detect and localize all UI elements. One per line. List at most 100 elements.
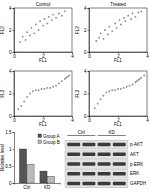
tick: 4	[146, 52, 149, 59]
blot: CtrlKDp-AKTAKTp-ERKERKGAPDH	[65, 130, 146, 188]
axis-line	[13, 72, 15, 117]
tick: 0	[9, 50, 14, 55]
point	[38, 29, 40, 31]
y-axis-title: FL2	[75, 89, 80, 97]
row-label: AKT	[130, 152, 139, 157]
tick: 0	[13, 52, 16, 59]
point	[48, 16, 50, 18]
bar	[47, 176, 54, 183]
point	[67, 76, 69, 78]
tick-label: 0	[13, 54, 16, 59]
tick-mark	[13, 132, 15, 133]
legend-label: Group B	[43, 140, 60, 145]
tick-mark	[88, 8, 90, 9]
tick-label: 0	[9, 50, 12, 55]
band	[98, 172, 111, 175]
plot-frame	[89, 71, 147, 116]
tick-label: 4	[146, 54, 149, 59]
axis-line	[15, 184, 61, 185]
plot-frame	[14, 71, 72, 116]
lane-group-label: Ctrl	[78, 130, 85, 135]
yticks-axis: 00.511.5	[5, 130, 14, 186]
tick-label: 0	[9, 114, 12, 119]
band	[82, 153, 95, 156]
tick-label: 0	[13, 118, 16, 123]
point	[124, 20, 126, 22]
x-axis-title: FL1	[114, 58, 122, 63]
bar-panel: CtrlKD00.511.5Group AGroup BRelative lev…	[0, 130, 61, 190]
tick: 4	[84, 6, 89, 11]
point	[55, 17, 57, 19]
tick-label: 4	[9, 69, 12, 74]
plot-frame	[89, 8, 147, 52]
point	[140, 10, 142, 12]
tick: 0	[88, 52, 91, 59]
point	[136, 80, 138, 82]
point	[139, 78, 141, 80]
tick: 2	[9, 91, 14, 96]
point	[137, 12, 139, 14]
tick: 0	[84, 50, 89, 55]
lane-group-label: KD	[109, 130, 116, 135]
y-axis-title: FL2	[75, 26, 80, 34]
point	[123, 87, 125, 89]
point	[103, 95, 105, 97]
tick: 2	[9, 28, 14, 33]
tick: 1	[9, 147, 14, 152]
point	[31, 27, 33, 29]
point	[49, 87, 51, 89]
tick: 2	[84, 91, 89, 96]
tick: 4	[9, 6, 14, 11]
point	[64, 78, 66, 80]
points	[95, 10, 142, 41]
point	[127, 15, 129, 17]
bars	[19, 149, 54, 183]
tick: 0.5	[5, 164, 14, 169]
tick: 0	[84, 114, 89, 119]
tick-label: 4	[146, 118, 149, 123]
point	[58, 13, 60, 15]
blot-strip	[65, 169, 128, 178]
point	[120, 88, 122, 90]
band	[82, 172, 95, 175]
tick-mark	[13, 71, 15, 72]
point	[46, 87, 48, 89]
point	[114, 23, 116, 25]
tick: 1.5	[5, 130, 14, 135]
y-axis-title: Relative level	[0, 144, 5, 171]
point	[44, 88, 46, 90]
point	[51, 19, 53, 21]
tick: 4	[84, 69, 89, 74]
title: Treated	[110, 2, 126, 7]
axis-line	[88, 9, 90, 53]
tick: 2	[84, 28, 89, 33]
point	[100, 98, 102, 100]
band	[82, 182, 95, 185]
point	[26, 96, 28, 98]
point	[119, 19, 121, 21]
band	[98, 153, 111, 156]
tick: 0	[9, 114, 14, 119]
point	[143, 75, 145, 77]
band	[98, 182, 111, 185]
tick: 4	[9, 69, 14, 74]
blot-strip	[65, 150, 128, 159]
band	[98, 162, 111, 165]
point	[132, 13, 134, 15]
axis-line	[88, 72, 90, 117]
tick-label: 4	[84, 6, 87, 11]
band	[67, 182, 80, 185]
lane-group-line	[67, 135, 95, 136]
row-label: ERK	[130, 171, 139, 176]
x-axis-title: FL1	[39, 58, 47, 63]
plot-frame	[14, 8, 72, 52]
point	[61, 80, 63, 82]
tick-label: 0	[84, 114, 87, 119]
tick-mark	[13, 94, 15, 95]
yticks-axis: 0 2 4	[9, 6, 15, 55]
point	[39, 20, 41, 22]
tick-mark	[88, 116, 90, 117]
point	[25, 39, 27, 41]
point	[100, 32, 102, 34]
points	[17, 75, 70, 111]
